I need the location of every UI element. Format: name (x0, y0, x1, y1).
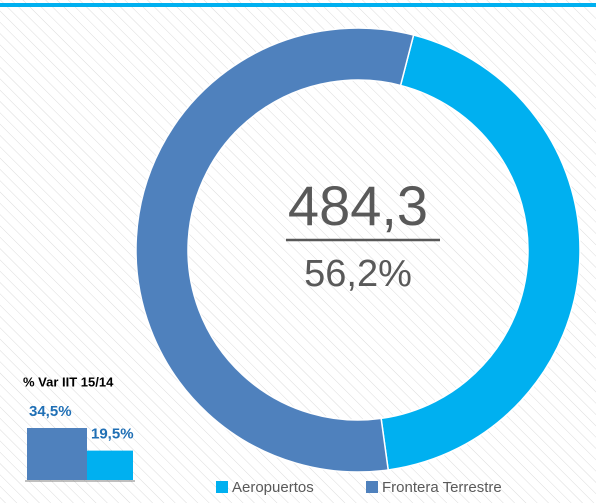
bar (27, 428, 87, 480)
bar-value-label: 34,5% (29, 403, 72, 420)
legend-label: Aeropuertos (232, 479, 314, 496)
top-border (0, 3, 596, 7)
bar-value-label: 19,5% (91, 426, 134, 443)
center-label: 56,2% (304, 253, 412, 295)
donut-segment (380, 34, 581, 471)
legend-label: Frontera Terrestre (382, 479, 502, 496)
donut-segment (135, 27, 415, 473)
bar-title: % Var IIT 15/14 (23, 374, 114, 389)
center-value: 484,3 (288, 174, 428, 237)
bar (87, 450, 133, 480)
legend-swatch (216, 481, 228, 493)
legend-swatch (366, 481, 378, 493)
